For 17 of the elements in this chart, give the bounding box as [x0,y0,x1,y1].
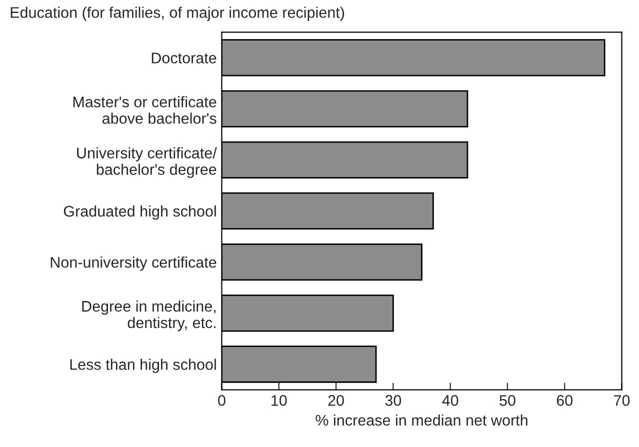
y-tick-label: Doctorate [152,52,216,64]
y-tick-label: University certificate/ bachelor's degree [77,147,217,178]
x-tick-label: 30 [385,395,402,406]
x-tick-label: 0 [218,395,226,406]
x-axis-title: % increase in median net worth [316,414,528,426]
x-tick-label: 60 [556,395,572,406]
x-tick-label: 50 [500,395,516,406]
y-tick-label: Degree in medicine, dentistry, etc. [82,300,216,332]
y-tick-label: Non-university certificate [50,256,216,271]
y-tick-label: Master's or certificate above bachelor's [73,96,216,124]
x-tick-label: 10 [272,395,287,406]
x-tick-label: 40 [442,395,458,406]
x-tick-label: 70 [614,395,630,406]
y-tick-label: Graduated high school [64,205,216,220]
y-tick-label: Less than high school [70,358,216,373]
x-tick-label: 20 [328,395,344,406]
chart-title: Education (for families, of major income recipient) [10,6,344,21]
